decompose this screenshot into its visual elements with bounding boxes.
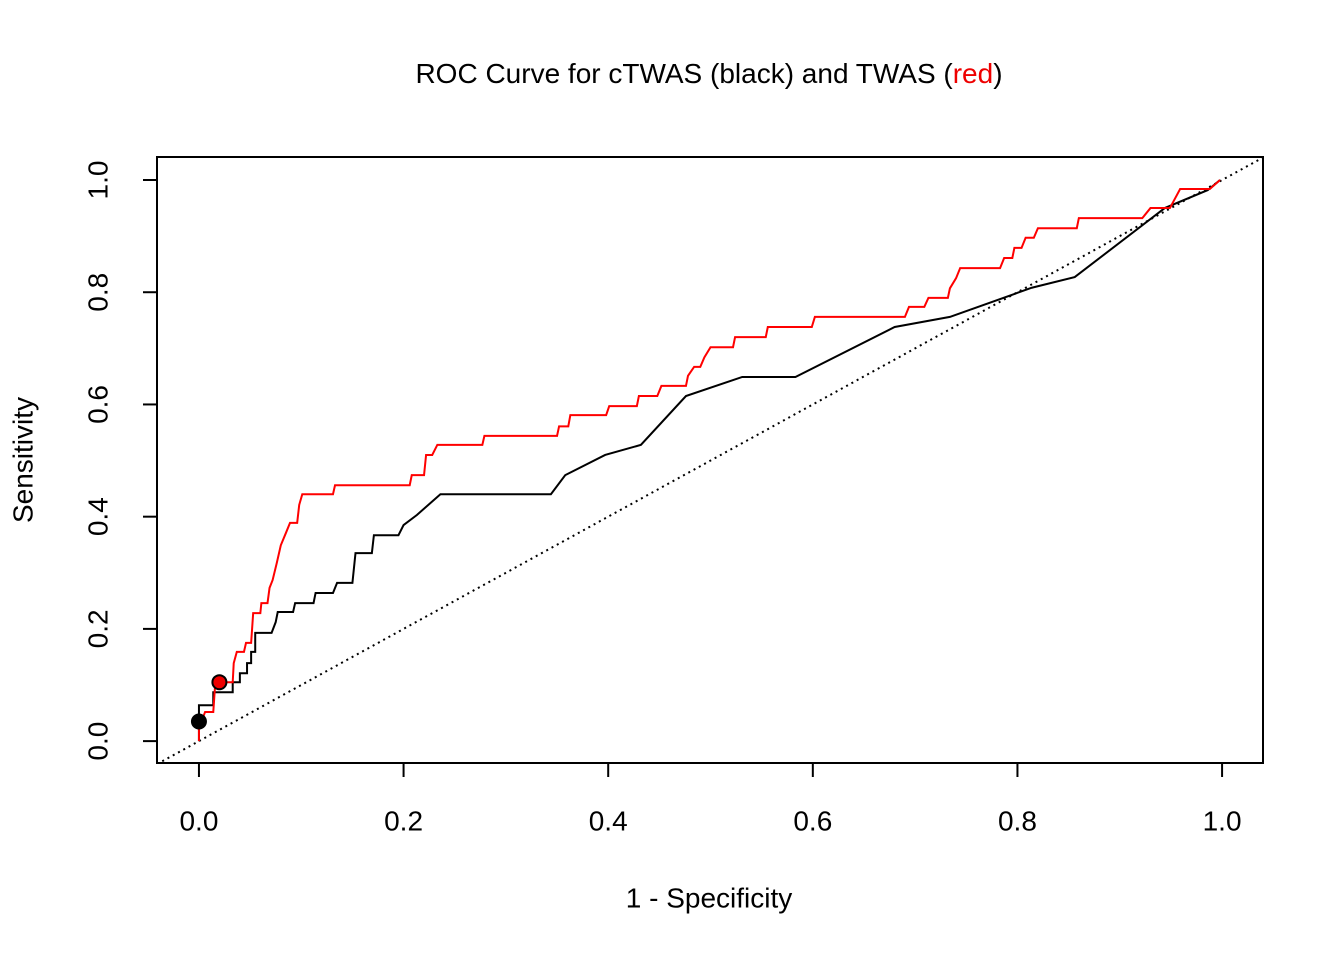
title-segment: ROC Curve for cTWAS (black) and TWAS ( <box>415 58 953 89</box>
roc-curve <box>197 179 1221 742</box>
y-axis-label: Sensitivity <box>7 397 38 523</box>
y-tick-label: 0.4 <box>82 497 113 536</box>
x-tick-label: 1.0 <box>1203 805 1242 836</box>
title-segment: red <box>953 58 993 89</box>
x-tick-label: 0.6 <box>793 805 832 836</box>
reference-line <box>157 157 1263 763</box>
x-axis-label: 1 - Specificity <box>626 882 793 913</box>
title-segment: ) <box>993 58 1002 89</box>
y-tick-label: 0.8 <box>82 273 113 312</box>
x-tick-label: 0.2 <box>384 805 423 836</box>
x-tick-label: 0.8 <box>998 805 1037 836</box>
chart-title: ROC Curve for cTWAS (black) and TWAS (re… <box>415 58 1002 89</box>
threshold-point <box>211 674 228 691</box>
y-tick-label: 0.0 <box>82 722 113 761</box>
y-tick-label: 1.0 <box>82 161 113 200</box>
y-tick-label: 0.2 <box>82 609 113 648</box>
x-tick-label: 0.4 <box>589 805 628 836</box>
x-tick-label: 0.0 <box>179 805 218 836</box>
y-tick-label: 0.6 <box>82 385 113 424</box>
threshold-point <box>190 713 207 730</box>
roc-curve <box>197 179 1221 742</box>
